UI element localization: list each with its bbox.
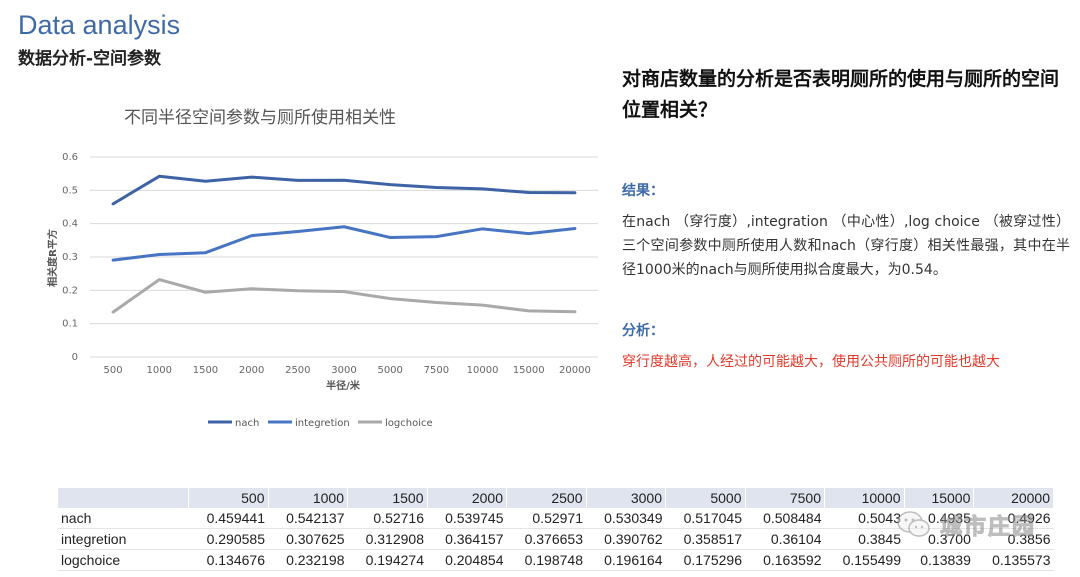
table-cell: 0.376653 [506, 528, 586, 550]
table-cell: 0.198748 [506, 549, 586, 571]
slide-title: Data analysis [18, 10, 181, 40]
y-tick-label: 0 [72, 352, 78, 363]
table-cell: 0.134676 [188, 549, 268, 571]
table-header-cell: 15000 [904, 488, 975, 508]
table-cell: 0.232198 [268, 549, 348, 571]
y-axis-label: 相关度R平方 [46, 229, 59, 287]
result-label: 结果： [622, 183, 664, 199]
x-tick-label: 7500 [424, 365, 449, 376]
watermark-text: 城市庄园 [939, 515, 1037, 541]
table-cell: 0.194274 [347, 549, 427, 571]
table-row-label: nach [58, 508, 189, 529]
table-cell: 0.13839 [904, 549, 974, 571]
table-row-label: logchoice [58, 549, 189, 571]
table-cell: 0.312908 [347, 528, 427, 550]
y-axis-ticks: 0 0.1 0.2 0.3 0.4 0.5 0.6 [62, 152, 78, 363]
table-cell: 0.539745 [427, 508, 507, 529]
x-tick-label: 2000 [239, 365, 264, 376]
table-cell: 0.36104 [745, 528, 825, 550]
table-row: integretion 0.290585 0.307625 0.312908 0… [58, 528, 1054, 550]
x-tick-label: 5000 [377, 365, 402, 376]
x-tick-label: 15000 [513, 365, 545, 376]
table-cell: 0.204854 [427, 549, 507, 571]
table-cell: 0.163592 [745, 549, 825, 571]
x-tick-label: 2500 [285, 365, 310, 376]
table-header-cell: 5000 [665, 488, 746, 508]
table-cell: 0.542137 [268, 508, 348, 529]
series-line-logchoice [111, 278, 577, 314]
question-heading: 对商店数量的分析是否表明厕所的使用与厕所的空间位置相关？ [622, 68, 1060, 121]
legend-label: nach [235, 418, 259, 429]
table-cell: 0.196164 [586, 549, 666, 571]
table-row-label: integretion [58, 528, 189, 550]
result-text: 在nach （穿行度）,integration （中心性）,log choice… [622, 214, 1070, 278]
y-tick-label: 0.4 [62, 219, 78, 230]
wechat-icon [897, 511, 930, 537]
table-header-cell: 7500 [745, 488, 825, 508]
table-cell: 0.508484 [745, 508, 825, 529]
x-axis-ticks: 500 1000 1500 2000 2500 3000 5000 7500 10000 1500… [104, 365, 591, 376]
table-header-cell: 1000 [268, 488, 348, 508]
slide-subtitle: 数据分析-空间参数 [18, 49, 162, 69]
table-cell: 0.307625 [268, 528, 348, 550]
analysis-label: 分析： [622, 323, 664, 339]
chart-title: 不同半径空间参数与厕所使用相关性 [124, 107, 396, 128]
table-cell: 0.390762 [586, 528, 666, 550]
table-cell: 0.364157 [427, 528, 507, 550]
table-header-cell: 2500 [506, 488, 587, 508]
table-row: logchoice 0.134676 0.232198 0.194274 0.2… [58, 549, 1054, 571]
series-line-nach [111, 174, 577, 206]
table-cell: 0.4926 [973, 508, 1054, 529]
table-row: nach 0.459441 0.542137 0.52716 0.539745 … [58, 508, 1054, 529]
table-cell: 0.155499 [824, 549, 904, 571]
y-tick-label: 0.6 [62, 152, 78, 163]
table-cell: 0.290585 [188, 528, 268, 550]
table-cell: 0.52971 [506, 508, 586, 529]
table-header-cell: 500 [188, 488, 269, 508]
table-header-cell: 3000 [586, 488, 666, 508]
x-tick-label: 1500 [193, 365, 218, 376]
y-tick-label: 0.3 [62, 252, 78, 263]
table-cell: 0.358517 [665, 528, 745, 550]
x-axis-label: 半径/米 [326, 379, 361, 392]
x-tick-label: 10000 [467, 365, 499, 376]
y-tick-label: 0.2 [62, 285, 78, 296]
series-lines [111, 174, 577, 314]
data-table: 500 1000 1500 2000 2500 3000 5000 7500 1… [58, 488, 1054, 571]
table-cell: 0.135573 [973, 549, 1054, 571]
table-cell: 0.3845 [824, 528, 904, 550]
y-tick-label: 0.1 [62, 319, 78, 330]
table-cell: 0.175296 [665, 549, 745, 571]
x-tick-label: 1000 [147, 365, 172, 376]
table-header-cell: 1500 [347, 488, 428, 508]
x-tick-label: 20000 [559, 365, 591, 376]
table-header-cell: 2000 [427, 488, 507, 508]
watermark: 城市庄园 [896, 505, 1066, 549]
chart-legend: nach integretion logchoice [208, 418, 433, 429]
table-cell: 0.3856 [973, 528, 1054, 550]
table-cell: 0.459441 [188, 508, 268, 529]
legend-label: integretion [295, 418, 350, 429]
y-tick-label: 0.5 [62, 185, 78, 196]
table-header-cell: 10000 [824, 488, 905, 508]
series-line-integretion [111, 225, 577, 262]
chart-grid [90, 156, 598, 358]
table-cell: 0.530349 [586, 508, 666, 529]
table-header-cell [58, 488, 189, 508]
x-tick-label: 500 [104, 365, 123, 376]
table-cell: 0.517045 [665, 508, 745, 529]
table-header-cell: 20000 [973, 488, 1054, 508]
x-tick-label: 3000 [331, 365, 356, 376]
line-chart: 不同半径空间参数与厕所使用相关性 0 0.1 0.2 0.3 0.4 0.5 0.6 500… [46, 107, 598, 429]
analysis-text: 穿行度越高，人经过的可能越大，使用公共厕所的可能也越大 [622, 354, 1000, 370]
table-header-row: 500 1000 1500 2000 2500 3000 5000 7500 1… [58, 488, 1054, 508]
legend-label: logchoice [385, 418, 433, 429]
table-cell: 0.52716 [347, 508, 427, 529]
table-cell: 0.5043 [824, 508, 904, 529]
